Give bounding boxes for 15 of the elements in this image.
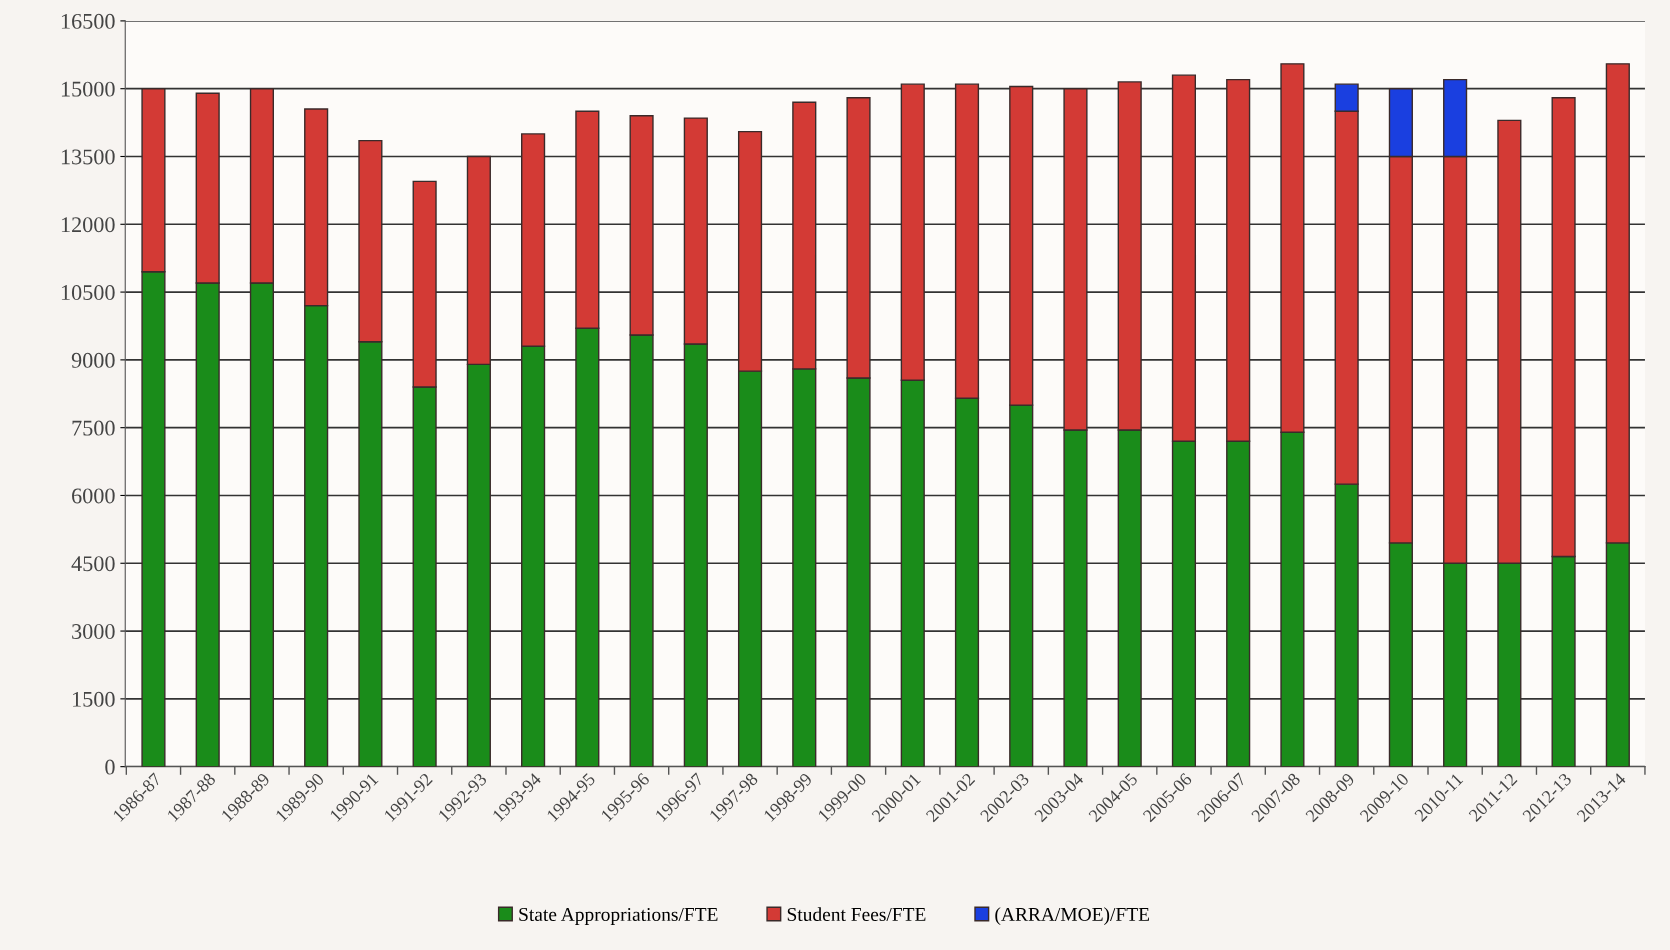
legend-label: State Appropriations/FTE (519, 907, 718, 925)
y-tick-label: 4500 (71, 556, 115, 572)
y-tick-label: 3000 (72, 623, 115, 639)
y-tick-label: 12000 (61, 217, 115, 233)
legend-label: (ARRA/MOE)/FTE (995, 907, 1150, 925)
y-tick-label: 15000 (61, 81, 115, 97)
y-tick-label: 0 (105, 759, 115, 775)
y-tick-label: 10500 (61, 285, 115, 301)
y-tick-label: 7500 (72, 420, 115, 436)
y-tick-label: 6000 (72, 488, 115, 504)
y-tick-label: 1500 (73, 691, 115, 707)
y-tick-label: 16500 (61, 13, 115, 29)
legend-label: Student Fees/FTE (787, 907, 926, 921)
y-tick-label: 9000 (71, 352, 115, 368)
y-tick-label: 13500 (61, 149, 115, 165)
